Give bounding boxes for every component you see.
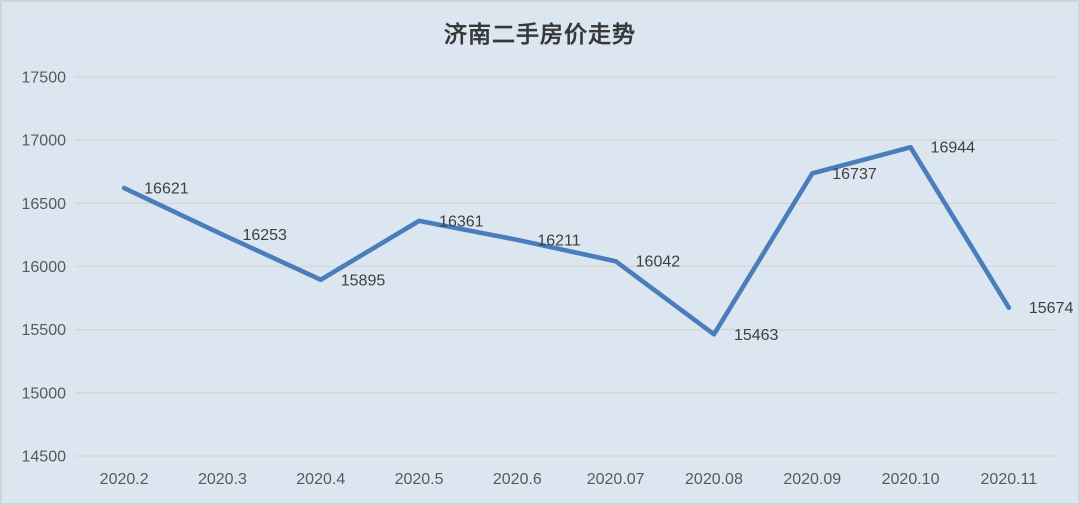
y-axis-tick-label: 17000	[22, 133, 67, 150]
chart-title: 济南二手房价走势	[444, 21, 636, 48]
data-point-label: 16253	[242, 227, 287, 244]
price-trend-line	[121, 144, 1012, 337]
data-point-label: 16621	[144, 181, 189, 198]
data-point-label: 16737	[832, 166, 877, 183]
x-axis-tick-label: 2020.08	[685, 471, 743, 488]
y-axis-tick-label: 16500	[22, 196, 67, 213]
y-axis-tick-label: 15000	[22, 385, 67, 402]
x-axis-tick-label: 2020.6	[493, 471, 542, 488]
y-axis-tick-label: 15500	[22, 322, 67, 339]
data-point-label: 15895	[341, 272, 386, 289]
y-axis-tick-label: 14500	[22, 449, 67, 466]
data-point-label: 16361	[439, 213, 484, 230]
x-axis-tick-label: 2020.2	[100, 471, 149, 488]
x-axis-tick-label: 2020.07	[587, 471, 645, 488]
data-point-label: 16042	[636, 254, 681, 271]
data-point-label: 15674	[1029, 300, 1074, 317]
x-axis-tick-label: 2020.4	[296, 471, 345, 488]
y-axis-tick-label: 17500	[22, 70, 67, 87]
data-point-label: 15463	[734, 327, 779, 344]
y-axis-tick-label: 16000	[22, 259, 67, 276]
x-axis-tick-label: 2020.09	[783, 471, 841, 488]
x-axis-tick-label: 2020.5	[395, 471, 444, 488]
x-axis-tick-label: 2020.11	[981, 471, 1038, 488]
data-point-label: 16944	[931, 140, 976, 157]
x-axis-tick-label: 2020.10	[882, 471, 940, 488]
x-axis-tick-label: 2020.3	[198, 471, 247, 488]
data-point-label: 16211	[537, 232, 580, 249]
